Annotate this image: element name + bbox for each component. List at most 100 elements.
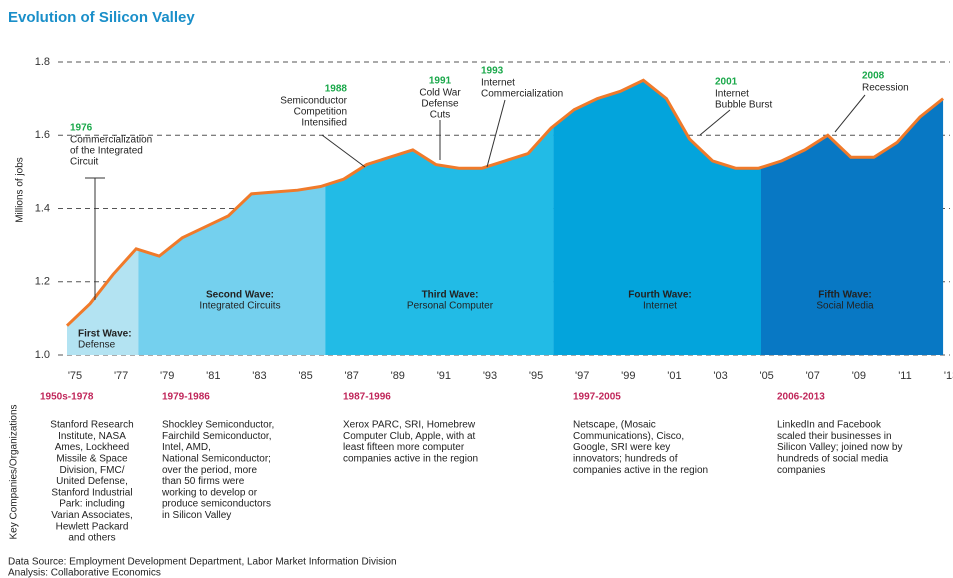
- annotation-text: Commercialization: [70, 135, 152, 146]
- x-tick-label: '83: [252, 370, 266, 382]
- x-tick-label: '87: [344, 370, 358, 382]
- y-tick-label: 1.4: [35, 202, 50, 214]
- annotation-pointer: [85, 177, 105, 300]
- x-tick-label: '95: [529, 370, 543, 382]
- y-tick-label: 1.6: [35, 129, 50, 141]
- annotation-text: Commercialization: [481, 89, 563, 100]
- period-text: Institute, NASA: [58, 431, 126, 442]
- y-axis-label: Millions of jobs: [15, 157, 26, 223]
- x-tick-label: '93: [483, 370, 497, 382]
- period-text: Division, FMC/: [59, 465, 124, 476]
- x-tick-label: '75: [68, 370, 82, 382]
- period-text: in Silicon Valley: [162, 510, 231, 521]
- period-label: 1979-1986: [162, 392, 210, 403]
- annotation-text: Bubble Burst: [715, 100, 772, 111]
- x-tick-label: '79: [160, 370, 174, 382]
- period-text: companies active in the region: [573, 465, 708, 476]
- annotation-year: 2001: [715, 77, 738, 88]
- x-tick-label: '05: [759, 370, 773, 382]
- y-tick-label: 1.2: [35, 276, 50, 288]
- period-text: Stanford Industrial: [51, 487, 132, 498]
- period-text: produce semiconductors: [162, 499, 271, 510]
- period-text: Communications), Cisco,: [573, 431, 684, 442]
- annotation-text: Defense: [421, 99, 459, 110]
- period-text: Hewlett Packard: [56, 521, 129, 532]
- period-text: working to develop or: [161, 487, 258, 498]
- period-text: companies active in the region: [343, 454, 478, 465]
- period-text: Intel, AMD,: [162, 442, 211, 453]
- chart-title: Evolution of Silicon Valley: [8, 9, 195, 26]
- period-text: least fifteen more computer: [343, 442, 465, 453]
- y-tick-label: 1.0: [35, 349, 50, 361]
- wave-area: [325, 126, 554, 355]
- annotation-pointer: [321, 134, 366, 168]
- x-tick-label: '97: [575, 370, 589, 382]
- x-tick-label: '13: [944, 370, 953, 382]
- wave-name: Fourth Wave:: [628, 290, 692, 301]
- x-tick-label: '85: [298, 370, 312, 382]
- period-text: United Defense,: [56, 476, 128, 487]
- annotation-pointer: [834, 94, 866, 133]
- period-text: hundreds of social media: [777, 454, 889, 465]
- period-text: Silicon Valley; joined now by: [777, 442, 902, 453]
- side-label: Key Companies/Organizations: [9, 404, 20, 539]
- footer: Data Source: Employment Development Depa…: [8, 557, 397, 568]
- period-label: 1987-1996: [343, 392, 391, 403]
- line: [65, 78, 945, 327]
- x-tick-label: '91: [437, 370, 451, 382]
- period-text: Varian Associates,: [51, 510, 133, 521]
- period-text: scaled their businesses in: [777, 431, 892, 442]
- x-tick-label: '01: [667, 370, 681, 382]
- wave-subtitle: Integrated Circuits: [199, 301, 280, 312]
- wave-area: [67, 248, 139, 355]
- period-text: Stanford Research: [50, 420, 133, 431]
- wave-name: Fifth Wave:: [818, 290, 872, 301]
- annotation-text: Internet: [715, 89, 749, 100]
- annotation-text: Internet: [481, 78, 515, 89]
- period-text: Missile & Space: [56, 454, 128, 465]
- annotation-pointer: [699, 109, 731, 136]
- annotation-year: 1988: [325, 84, 348, 95]
- wave-area: [760, 98, 944, 355]
- annotation-year: 1991: [429, 76, 452, 87]
- period-text: Google, SRI were key: [573, 442, 670, 453]
- period-label: 1997-2005: [573, 392, 621, 403]
- annotation-text: of the Integrated: [70, 146, 143, 157]
- period-label: 1950s-1978: [40, 392, 94, 403]
- wave-name: Third Wave:: [422, 290, 479, 301]
- annotation-year: 2008: [862, 71, 885, 82]
- period-text: companies: [777, 465, 825, 476]
- wave-area: [553, 80, 761, 355]
- x-tick-label: '07: [806, 370, 820, 382]
- x-tick-label: '99: [621, 370, 635, 382]
- wave-name: First Wave:: [78, 329, 132, 340]
- period-text: LinkedIn and Facebook: [777, 420, 882, 431]
- wave-subtitle: Personal Computer: [407, 301, 494, 312]
- annotation-text: Semiconductor: [280, 96, 347, 107]
- x-tick-label: '11: [898, 370, 912, 382]
- x-tick-label: '89: [391, 370, 405, 382]
- y-tick-label: 1.8: [35, 56, 50, 68]
- x-tick-label: '77: [114, 370, 128, 382]
- wave-subtitle: Social Media: [816, 301, 874, 312]
- period-text: over the period, more: [162, 465, 257, 476]
- period-text: innovators; hundreds of: [573, 454, 678, 465]
- wave-subtitle: Internet: [643, 301, 677, 312]
- x-tick-label: '81: [206, 370, 220, 382]
- period-label: 2006-2013: [777, 392, 825, 403]
- period-text: Fairchild Semiconductor,: [162, 431, 272, 442]
- annotation-pointer: [486, 99, 506, 168]
- annotation-year: 1993: [481, 66, 504, 77]
- annotation-year: 1976: [70, 123, 93, 134]
- wave-name: Second Wave:: [206, 290, 274, 301]
- annotation-text: Cold War: [419, 88, 461, 99]
- period-text: Park: including: [59, 499, 125, 510]
- annotation-text: Competition: [294, 107, 347, 118]
- period-text: Computer Club, Apple, with at: [343, 431, 476, 442]
- x-tick-label: '09: [852, 370, 866, 382]
- period-text: Netscape, (Mosaic: [573, 420, 656, 431]
- period-text: than 50 firms were: [162, 476, 245, 487]
- annotation-text: Cuts: [430, 110, 451, 121]
- annotation-text: Recession: [862, 83, 909, 94]
